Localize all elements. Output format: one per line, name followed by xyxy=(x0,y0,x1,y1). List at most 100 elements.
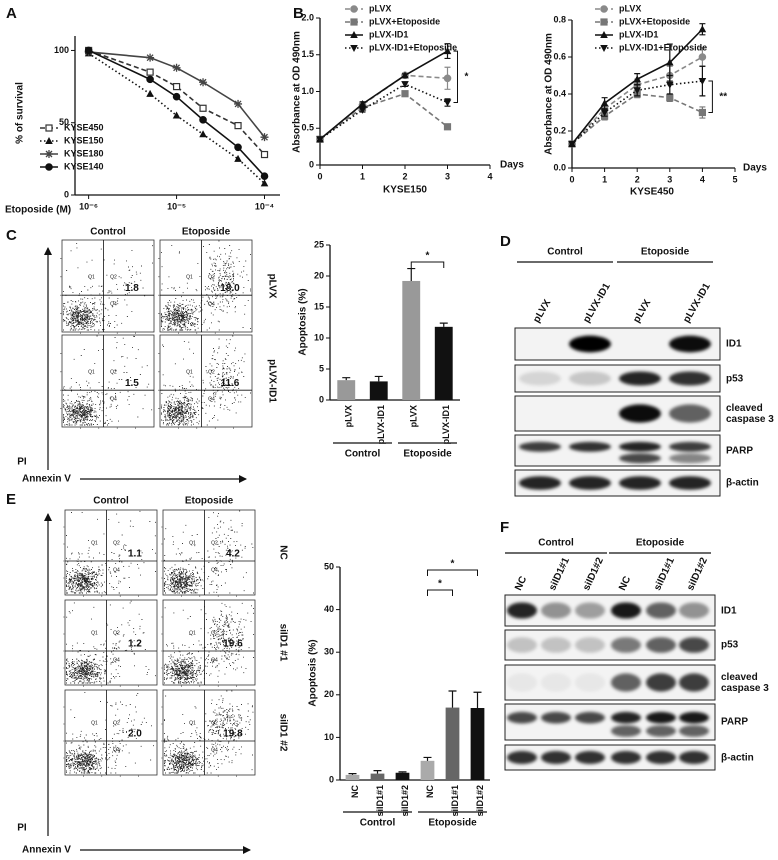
flow-plot-frame xyxy=(159,239,253,333)
blot-band xyxy=(507,711,537,724)
blot-band xyxy=(519,476,561,490)
y-tick-label: 1.5 xyxy=(301,49,314,59)
error-bar xyxy=(439,322,448,327)
annotation: * xyxy=(465,71,469,82)
quadrant-label: Q2 xyxy=(211,720,218,726)
y-axis-label: % of survival xyxy=(15,82,26,144)
bar xyxy=(370,773,385,780)
group-label: Control xyxy=(538,538,574,549)
marker xyxy=(350,31,358,38)
marker xyxy=(199,116,207,124)
y-tick-label: 0.8 xyxy=(553,14,566,24)
flow-events xyxy=(164,602,254,684)
protein-label: PARP xyxy=(721,716,749,728)
x-tick-label: 1 xyxy=(602,174,607,184)
legend-label: pLVX-ID1+Etoposide xyxy=(369,42,457,52)
y-tick-label: 20 xyxy=(324,689,334,699)
marker xyxy=(600,5,608,13)
flow-axis-ticks xyxy=(63,616,139,687)
quadrant-label: Q2 xyxy=(110,370,117,376)
blot-band xyxy=(541,711,571,724)
flow-percentage: 2.0 xyxy=(128,729,142,740)
flow-percentage: 1.2 xyxy=(128,639,142,650)
flow-percentage: 19.8 xyxy=(223,729,243,740)
blot-band xyxy=(611,751,641,764)
quadrant-label: Q2 xyxy=(211,630,218,636)
marker xyxy=(666,81,674,89)
x-tick-label: 3 xyxy=(445,171,450,181)
quadrant-label: Q4 xyxy=(110,397,117,403)
blot-band xyxy=(611,637,641,653)
protein-label: β-actin xyxy=(726,477,759,489)
quadrant-label: Q1 xyxy=(189,540,196,546)
x-tick-label: 2 xyxy=(402,171,407,181)
marker xyxy=(401,71,409,79)
blot-band xyxy=(575,637,605,653)
x-tick-label: pLVX-ID1 xyxy=(376,405,386,444)
lane-label: pLVX-ID1 xyxy=(681,281,713,325)
x-tick-label: 3 xyxy=(667,174,672,184)
x-tick-label: pLVX xyxy=(344,405,354,427)
y-tick-label: 50 xyxy=(59,117,69,127)
legend-label: pLVX-ID1 xyxy=(369,29,408,39)
marker xyxy=(45,163,53,171)
blot-band xyxy=(679,711,709,724)
y-tick-label: 40 xyxy=(324,604,334,614)
panel-label: F xyxy=(500,519,509,536)
blot-band xyxy=(619,476,661,490)
blot-band xyxy=(669,476,711,490)
y-tick-label: 0 xyxy=(309,159,314,169)
quadrant-label: Q4 xyxy=(113,657,120,663)
bar xyxy=(369,381,388,400)
flow-percentage: 4.2 xyxy=(226,549,240,560)
marker xyxy=(698,25,707,33)
y-axis-label: PI xyxy=(17,823,27,834)
quadrant-label: Q1 xyxy=(88,370,95,376)
significance-bracket xyxy=(410,261,445,268)
marker xyxy=(600,109,609,117)
quadrant-label: Q1 xyxy=(91,720,98,726)
blot-band xyxy=(575,711,605,724)
blot-band xyxy=(541,602,571,619)
marker xyxy=(234,99,243,108)
error-bar xyxy=(348,773,357,775)
error-bar xyxy=(473,691,482,709)
legend-label: KYSE140 xyxy=(64,161,104,171)
x-tick-label: 10⁻⁶ xyxy=(79,201,98,211)
lane-label: siID1#1 xyxy=(652,556,677,593)
row-label: NC xyxy=(277,545,288,559)
x-tick-label: 1 xyxy=(360,171,365,181)
quadrant-label: Q2 xyxy=(113,630,120,636)
y-tick-label: 0 xyxy=(64,189,69,199)
marker xyxy=(260,150,269,159)
blot-band xyxy=(569,371,611,386)
marker xyxy=(146,53,155,62)
flow-events xyxy=(66,600,156,684)
flow-plot-frame xyxy=(159,334,253,428)
blot-band xyxy=(541,637,571,653)
flow-axis-ticks xyxy=(60,258,136,334)
flow-axis-ticks xyxy=(161,526,237,597)
x-tick-label: 4 xyxy=(700,174,705,184)
marker xyxy=(199,104,207,112)
x-tick-label: siID1#2 xyxy=(475,785,485,817)
lane-label: NC xyxy=(513,575,529,593)
y-tick-label: 15 xyxy=(314,301,324,311)
legend-label: KYSE450 xyxy=(64,122,104,132)
quadrant-label: Q2 xyxy=(110,275,117,281)
y-tick-label: 0.0 xyxy=(553,162,566,172)
blot-band xyxy=(669,335,711,353)
y-tick-label: 0.4 xyxy=(553,88,566,98)
panel-label: C xyxy=(6,227,17,244)
marker xyxy=(45,124,53,132)
marker xyxy=(633,75,641,83)
flow-axis-ticks xyxy=(63,706,139,777)
blot-band xyxy=(611,602,641,619)
marker xyxy=(146,75,154,84)
quadrant-label: Q1 xyxy=(189,720,196,726)
flow-percentage: 1.8 xyxy=(125,283,139,294)
y-tick-label: 10 xyxy=(314,332,324,342)
blot-band xyxy=(646,602,676,619)
error-bar xyxy=(423,756,432,761)
y-axis-label: Apoptosis (%) xyxy=(298,288,309,355)
